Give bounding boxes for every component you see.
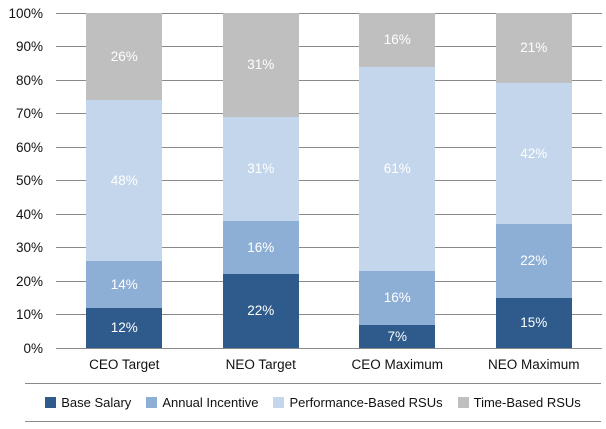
- gridline: [56, 113, 602, 114]
- bar-segment: 7%: [359, 324, 436, 348]
- stacked-bar: 12% 14% 48% 26%: [86, 13, 163, 348]
- legend-swatch: [45, 397, 57, 408]
- x-category-label: CEO Target: [89, 357, 160, 372]
- legend-label: Time-Based RSUs: [473, 395, 581, 410]
- gridline: [56, 280, 602, 282]
- x-category-label: CEO Maximum: [351, 357, 443, 372]
- bar-segment: 14%: [86, 260, 163, 308]
- bar-segment: 48%: [86, 100, 163, 261]
- legend-label: Base Salary: [61, 395, 132, 410]
- bars: 12% 14% 48% 26% 22% 16% 31% 31% 7% 16% 61% 16% 15% 22…: [56, 13, 602, 348]
- legend-item: Annual Incentive: [146, 395, 258, 410]
- y-axis-labels: 0% 10% 20% 30% 40% 50% 60% 70% 80% 90% 100%: [0, 6, 46, 354]
- bar-segment: 16%: [359, 13, 436, 67]
- bar-data-label: 31%: [247, 57, 275, 73]
- bar-data-label: 16%: [383, 290, 411, 306]
- bar-segment: 42%: [495, 83, 572, 225]
- legend-item: Base Salary: [45, 395, 131, 410]
- y-tick-label: 100%: [8, 5, 43, 21]
- y-tick-label: 0%: [23, 340, 43, 356]
- bar-segment: 31%: [222, 116, 299, 221]
- gridline: [56, 46, 602, 47]
- bar-data-label: 61%: [383, 161, 411, 177]
- gridline: [56, 213, 602, 215]
- gridline: [56, 79, 602, 81]
- y-tick-label: 90%: [15, 38, 43, 54]
- bar-data-label: 42%: [520, 145, 548, 161]
- bar-segment: 22%: [495, 224, 572, 298]
- bar-segment: 61%: [359, 66, 436, 271]
- y-tick-label: 10%: [15, 306, 43, 322]
- bar-data-label: 16%: [247, 239, 275, 255]
- bar-segment: 22%: [222, 274, 299, 348]
- gridline: [56, 314, 602, 315]
- bar-segment: 12%: [86, 307, 163, 348]
- stacked-bar: 7% 16% 61% 16%: [359, 13, 436, 348]
- bar-data-label: 22%: [520, 253, 548, 269]
- bar-data-label: 21%: [520, 40, 548, 56]
- x-category-label: NEO Maximum: [487, 357, 580, 372]
- bar-segment: 31%: [222, 13, 299, 117]
- bar-data-label: 16%: [383, 32, 411, 48]
- bar-category: 12% 14% 48% 26%: [56, 13, 193, 348]
- legend-label: Performance-Based RSUs: [289, 395, 443, 410]
- bar-category: 22% 16% 31% 31%: [193, 13, 330, 348]
- legend-label: Annual Incentive: [162, 395, 259, 410]
- y-tick-label: 40%: [15, 206, 43, 222]
- bar-data-label: 22%: [247, 303, 275, 319]
- gridline: [56, 146, 602, 148]
- gridline: [56, 180, 602, 181]
- legend-swatch: [273, 397, 285, 408]
- bar-segment: 16%: [359, 270, 436, 325]
- legend-item: Time-Based RSUs: [457, 395, 581, 410]
- gridline: [56, 12, 602, 14]
- bar-data-label: 48%: [110, 172, 138, 188]
- y-tick-label: 60%: [15, 139, 43, 155]
- gridline: [56, 247, 602, 248]
- stacked-bar: 15% 22% 42% 21%: [495, 13, 572, 348]
- stacked-bar: 22% 16% 31% 31%: [222, 13, 299, 348]
- bar-data-label: 31%: [247, 161, 275, 177]
- y-tick-label: 30%: [15, 239, 43, 255]
- bar-segment: 21%: [495, 13, 572, 84]
- plot-area: 12% 14% 48% 26% 22% 16% 31% 31% 7% 16% 61% 16% 15% 22…: [56, 12, 602, 349]
- x-category-label: NEO Target: [225, 357, 296, 372]
- bar-data-label: 26%: [110, 48, 138, 64]
- legend-item: Performance-Based RSUs: [273, 395, 443, 410]
- y-tick-label: 20%: [15, 273, 43, 289]
- x-axis-labels: CEO Target NEO Target CEO Maximum NEO Maxim…: [56, 357, 602, 372]
- bar-data-label: 15%: [520, 315, 548, 331]
- y-tick-label: 70%: [15, 105, 43, 121]
- y-tick-label: 80%: [15, 72, 43, 88]
- bar-category: 15% 22% 42% 21%: [466, 13, 603, 348]
- bar-segment: 26%: [86, 13, 163, 101]
- bar-data-label: 7%: [387, 328, 407, 344]
- bar-data-label: 14%: [110, 276, 138, 292]
- bar-category: 7% 16% 61% 16%: [329, 13, 466, 348]
- gridlines: [56, 12, 602, 349]
- bar-data-label: 12%: [110, 320, 138, 336]
- gridline: [56, 347, 602, 349]
- bar-segment: 15%: [495, 297, 572, 348]
- bar-segment: 16%: [222, 220, 299, 275]
- legend: Base Salary Annual Incentive Performance-B…: [25, 383, 601, 422]
- legend-swatch: [457, 397, 469, 408]
- y-tick-label: 50%: [15, 172, 43, 188]
- legend-swatch: [146, 397, 158, 408]
